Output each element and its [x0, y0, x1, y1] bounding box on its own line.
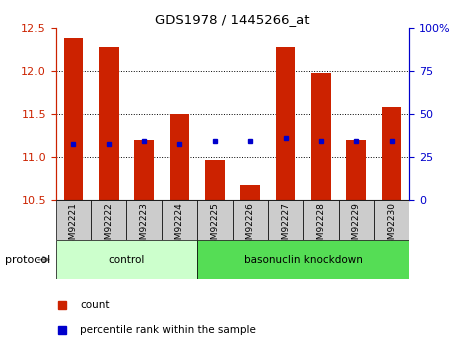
Text: percentile rank within the sample: percentile rank within the sample	[80, 325, 256, 335]
Bar	[197, 200, 232, 240]
Bar	[170, 114, 189, 200]
Bar	[205, 159, 225, 200]
Text: count: count	[80, 300, 110, 310]
Bar	[64, 38, 83, 200]
Bar	[311, 73, 331, 200]
Bar	[232, 200, 268, 240]
Text: GSM92223: GSM92223	[140, 202, 149, 251]
Text: GSM92229: GSM92229	[352, 202, 361, 251]
Text: GSM92222: GSM92222	[104, 202, 113, 251]
Bar	[303, 200, 339, 240]
Bar	[382, 107, 401, 200]
Bar	[374, 200, 409, 240]
Text: GSM92230: GSM92230	[387, 202, 396, 251]
Bar	[240, 185, 260, 200]
Bar	[126, 200, 162, 240]
Bar	[346, 140, 366, 200]
Text: GSM92225: GSM92225	[210, 202, 219, 251]
Bar	[99, 47, 119, 200]
Bar	[197, 240, 409, 279]
Bar	[134, 140, 154, 200]
Bar	[276, 47, 295, 200]
Bar	[268, 200, 303, 240]
Text: control: control	[108, 255, 145, 265]
Bar	[91, 200, 126, 240]
Text: GSM92224: GSM92224	[175, 202, 184, 251]
Text: GSM92228: GSM92228	[316, 202, 326, 251]
Bar	[56, 240, 197, 279]
Text: basonuclin knockdown: basonuclin knockdown	[244, 255, 363, 265]
Text: GSM92227: GSM92227	[281, 202, 290, 251]
Text: GSM92226: GSM92226	[246, 202, 255, 251]
Bar	[339, 200, 374, 240]
Bar	[162, 200, 197, 240]
Text: GSM92221: GSM92221	[69, 202, 78, 251]
Text: protocol: protocol	[5, 255, 50, 265]
Bar	[56, 200, 91, 240]
Title: GDS1978 / 1445266_at: GDS1978 / 1445266_at	[155, 13, 310, 27]
